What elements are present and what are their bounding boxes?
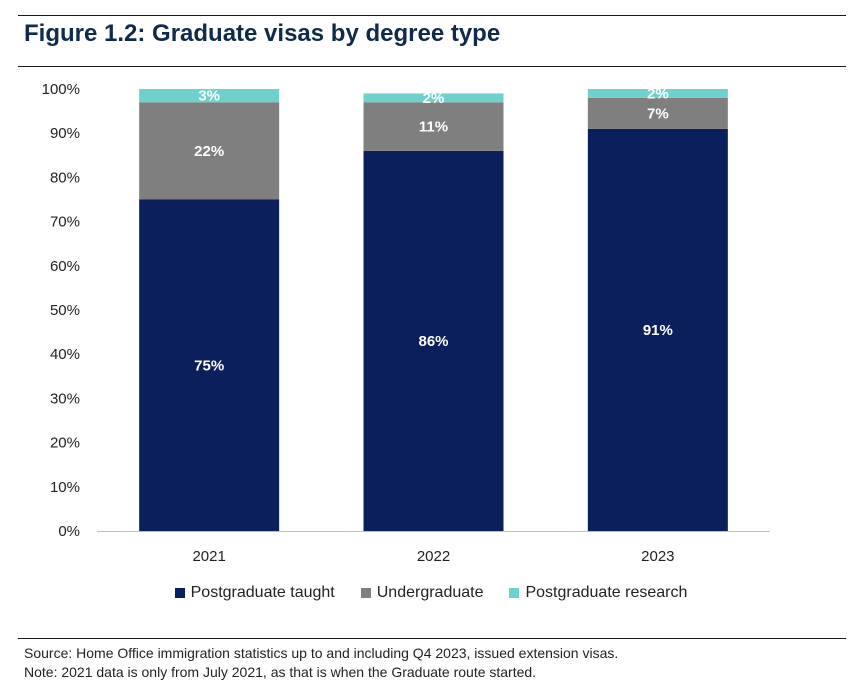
top-rule <box>18 15 846 16</box>
data-label: 22% <box>194 143 224 160</box>
data-label: 91% <box>643 322 673 339</box>
y-tick-label: 80% <box>50 169 80 186</box>
legend-label: Postgraduate research <box>525 584 688 601</box>
title-rule <box>18 66 846 67</box>
y-tick-label: 30% <box>50 390 80 407</box>
y-axis: 0% 10% 20% 30% 40% 50% 60% 70% 80% 90% 100% <box>42 81 770 540</box>
notes: Source: Home Office immigration statisti… <box>24 644 618 682</box>
source-note: Source: Home Office immigration statisti… <box>24 645 619 661</box>
x-tick-label: 2023 <box>641 548 674 565</box>
legend-item: Postgraduate research <box>509 584 687 602</box>
legend-swatch <box>509 588 520 598</box>
figure-title: Figure 1.2: Graduate visas by degree typ… <box>24 20 501 47</box>
bar-segment-undergraduate <box>587 97 728 129</box>
y-tick-label: 60% <box>50 258 80 275</box>
bar-segment-postgraduate-research <box>139 89 280 103</box>
data-note: Note: 2021 data is only from July 2021, … <box>24 664 537 680</box>
bar-segment-postgraduate-taught <box>363 150 504 531</box>
y-tick-label: 90% <box>50 125 80 142</box>
bars: 75% 22% 3% 86% 11% 2% 91% 7% 2% <box>139 85 728 531</box>
data-label: 3% <box>198 88 220 105</box>
legend: Postgraduate taught Undergraduate Postgrad… <box>0 584 862 602</box>
bar-segment-postgraduate-taught <box>139 199 280 531</box>
data-label: 75% <box>194 357 224 374</box>
y-tick-label: 70% <box>50 214 80 231</box>
data-label: 2% <box>423 90 445 107</box>
data-label: 2% <box>647 85 669 102</box>
bar-segment-undergraduate <box>139 102 280 200</box>
data-label: 7% <box>647 105 669 122</box>
y-tick-label: 10% <box>50 479 80 496</box>
bar-segment-undergraduate <box>363 102 504 151</box>
y-tick-label: 20% <box>50 435 80 452</box>
legend-swatch <box>360 588 371 598</box>
legend-item: Postgraduate taught <box>174 584 335 602</box>
legend-label: Postgraduate taught <box>190 584 335 601</box>
data-label: 86% <box>418 333 448 350</box>
x-axis: 2021 2022 2023 <box>192 548 674 565</box>
x-tick-label: 2021 <box>192 548 225 565</box>
legend-swatch <box>174 588 185 598</box>
notes-rule <box>18 638 846 639</box>
y-tick-label: 50% <box>50 302 80 319</box>
legend-label: Undergraduate <box>376 584 484 601</box>
bar-segment-postgraduate-research <box>363 93 504 103</box>
bar-segment-postgraduate-research <box>587 89 728 98</box>
legend-item: Undergraduate <box>360 584 484 602</box>
x-tick-label: 2022 <box>417 548 450 565</box>
data-label: 11% <box>419 119 448 136</box>
y-tick-label: 100% <box>42 81 80 98</box>
y-tick-label: 40% <box>50 346 80 363</box>
y-tick-label: 0% <box>58 523 80 540</box>
stacked-bar-chart: 0% 10% 20% 30% 40% 50% 60% 70% 80% 90% 100% 75% 22%… <box>42 81 770 565</box>
bar-segment-postgraduate-taught <box>587 128 728 531</box>
